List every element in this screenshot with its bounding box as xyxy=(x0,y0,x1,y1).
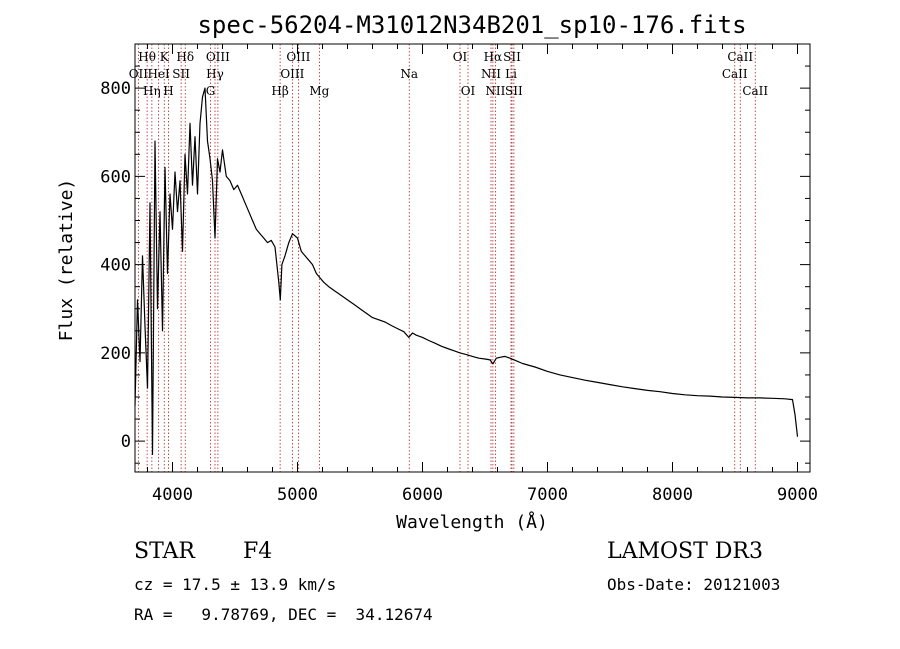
line-label-14: Mg xyxy=(309,84,329,98)
line-label-2: Hη xyxy=(143,84,161,98)
y-tick-label-3: 600 xyxy=(100,167,131,187)
plot-frame xyxy=(134,43,811,473)
y-axis-label: Flux (relative) xyxy=(56,179,77,342)
line-label-8: OIII xyxy=(206,50,230,64)
line-label-7: SII xyxy=(172,67,190,81)
line-label-23: SII xyxy=(505,84,523,98)
line-label-5: H xyxy=(163,84,173,98)
line-label-12: OIII xyxy=(286,50,310,64)
line-label-10: G xyxy=(206,84,216,98)
x-tick-label-3: 7000 xyxy=(527,485,568,505)
y-tick-label-0: 0 xyxy=(121,432,131,452)
chart-title: spec-56204-M31012N34B201_sp10-176.fits xyxy=(197,11,746,39)
x-tick-label-1: 5000 xyxy=(277,485,318,505)
line-label-25: CaII xyxy=(722,67,748,81)
line-label-24: CaII xyxy=(727,50,753,64)
y-tick-label-1: 200 xyxy=(100,344,131,364)
line-label-21: SII xyxy=(503,50,521,64)
y-tick-label-2: 400 xyxy=(100,256,131,276)
spectral-line-markers xyxy=(137,44,756,472)
line-label-13: OIII xyxy=(280,67,304,81)
line-label-26: CaII xyxy=(742,84,768,98)
y-tick-label-4: 800 xyxy=(100,79,131,99)
line-label-4: HeI xyxy=(147,67,170,81)
axis-ticks: 4000 5000 6000 7000 8000 9000 0 200 400 600 800 xyxy=(100,43,818,505)
line-label-20: NII xyxy=(485,84,505,98)
line-label-16: OI xyxy=(453,50,468,64)
spectrum-series xyxy=(134,87,799,455)
spectral-line-labels: Hθ OII Hη K HeI H Hδ SII OIII Hγ G Hβ OIII OIII Mg Na OI… xyxy=(129,50,769,98)
survey-name: LAMOST DR3 xyxy=(607,539,763,564)
line-label-9: Hγ xyxy=(206,67,224,81)
spectrum-line xyxy=(134,87,799,455)
line-label-17: OI xyxy=(461,84,476,98)
line-label-6: Hδ xyxy=(176,50,194,64)
x-axis-label: Wavelength (Å) xyxy=(396,511,548,533)
line-label-0: Hθ xyxy=(138,50,156,64)
coordinates-readout: RA = 9.78769, DEC = 34.12674 xyxy=(134,605,433,624)
x-tick-label-0: 4000 xyxy=(152,485,193,505)
line-label-3: K xyxy=(160,50,170,64)
x-tick-label-2: 6000 xyxy=(402,485,443,505)
x-tick-label-5: 9000 xyxy=(777,485,818,505)
observation-date: Obs-Date: 20121003 xyxy=(607,575,781,594)
redshift-readout: cz = 17.5 ± 13.9 km/s xyxy=(134,575,337,594)
line-label-18: Hα xyxy=(484,50,503,64)
line-label-1: OII xyxy=(129,67,149,81)
object-subclass: F4 xyxy=(243,539,273,564)
object-class: STAR xyxy=(134,539,195,564)
line-label-11: Hβ xyxy=(271,84,288,98)
line-label-15: Na xyxy=(400,67,418,81)
x-tick-label-4: 8000 xyxy=(652,485,693,505)
line-label-19: NII xyxy=(481,67,501,81)
line-label-22: Li xyxy=(505,67,517,81)
